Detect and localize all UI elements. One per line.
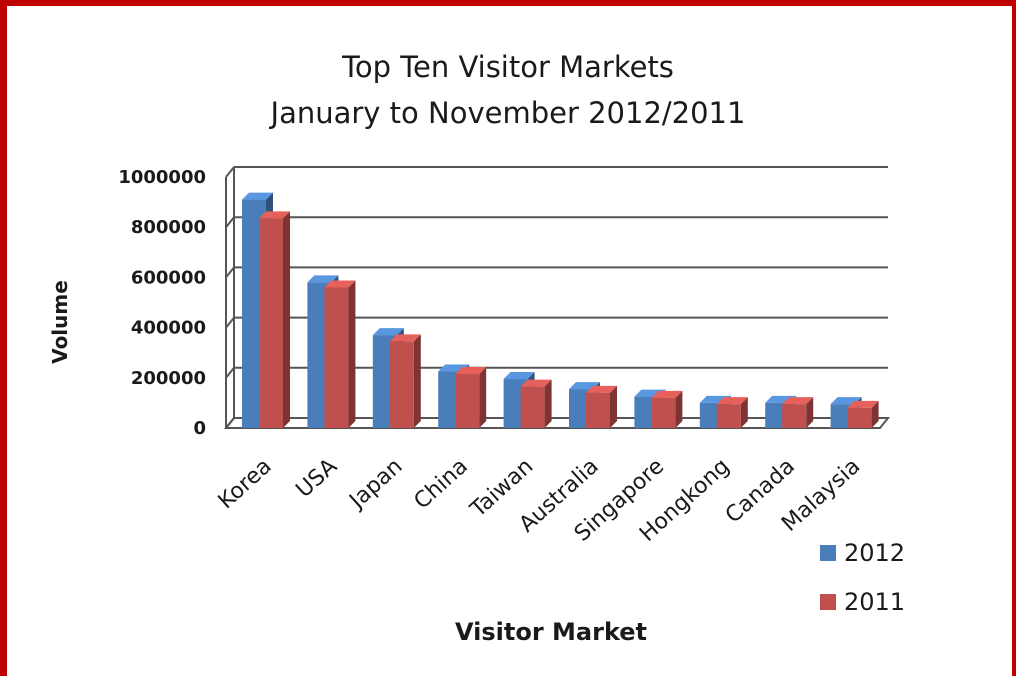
chart-title-line-1: Top Ten Visitor Markets (342, 50, 674, 84)
bar-top (651, 390, 683, 398)
y-tick-label: 600000 (131, 267, 206, 288)
bar-2011-japan (389, 341, 414, 428)
y-tick-label: 0 (193, 418, 206, 439)
bar-top (847, 400, 879, 408)
bar-side (675, 390, 683, 428)
bar-side (871, 400, 879, 428)
bar-2011-malaysia (847, 407, 872, 428)
legend-label-2012: 2012 (844, 539, 906, 567)
bar-2011-china (455, 374, 480, 428)
bar-side (806, 397, 814, 428)
bar-2011-usa (324, 287, 349, 428)
x-tick-label: China (409, 454, 472, 515)
y-tick-label: 400000 (131, 318, 206, 339)
bar-2011-canada (782, 404, 807, 428)
x-tick-label: USA (292, 454, 343, 503)
bar-2011-singapore (651, 397, 676, 428)
gridline-depth (225, 166, 235, 178)
bar-side (479, 367, 487, 428)
y-axis-label: Volume (47, 280, 72, 364)
gridline-depth (225, 367, 235, 379)
legend-item-2011: 2011 (820, 588, 905, 616)
bar-top (372, 328, 404, 336)
bar-2011-hongkong (716, 404, 741, 428)
x-tick-label: Japan (344, 454, 408, 515)
gridline-depth (225, 216, 235, 228)
legend-swatch-2012 (820, 545, 836, 561)
bar-side (544, 379, 552, 428)
x-tick-label: Korea (214, 454, 277, 514)
bar-top (503, 372, 535, 380)
chart-title-line-2: January to November 2012/2011 (270, 96, 746, 130)
bar-side (413, 334, 421, 428)
gridline-depth (225, 266, 235, 279)
bar-top (520, 379, 552, 387)
bar-top (782, 397, 814, 405)
bar-top (324, 280, 356, 288)
bar-top (307, 275, 339, 283)
y-tick-label: 800000 (131, 217, 206, 238)
x-axis-label: Visitor Market (455, 618, 648, 646)
bar-side (283, 211, 290, 428)
legend-item-2012: 2012 (820, 539, 905, 567)
legend-label-2011: 2011 (844, 588, 906, 616)
legend-swatch-2011 (820, 594, 836, 610)
y-tick-label: 1000000 (118, 167, 206, 188)
bar-2011-australia (586, 392, 610, 428)
bar-side (740, 397, 748, 428)
y-tick-label: 200000 (131, 368, 206, 389)
bar-top (455, 367, 487, 375)
bar-2011-taiwan (520, 386, 545, 428)
bar-2011-korea (259, 218, 283, 428)
bar-top (586, 385, 617, 393)
gridline-depth (225, 316, 235, 329)
bar-side (610, 385, 617, 428)
bar-top (716, 397, 748, 405)
bar-side (348, 280, 356, 428)
bar-top (389, 334, 421, 342)
bar-top (259, 211, 290, 219)
bar-top (242, 192, 273, 200)
